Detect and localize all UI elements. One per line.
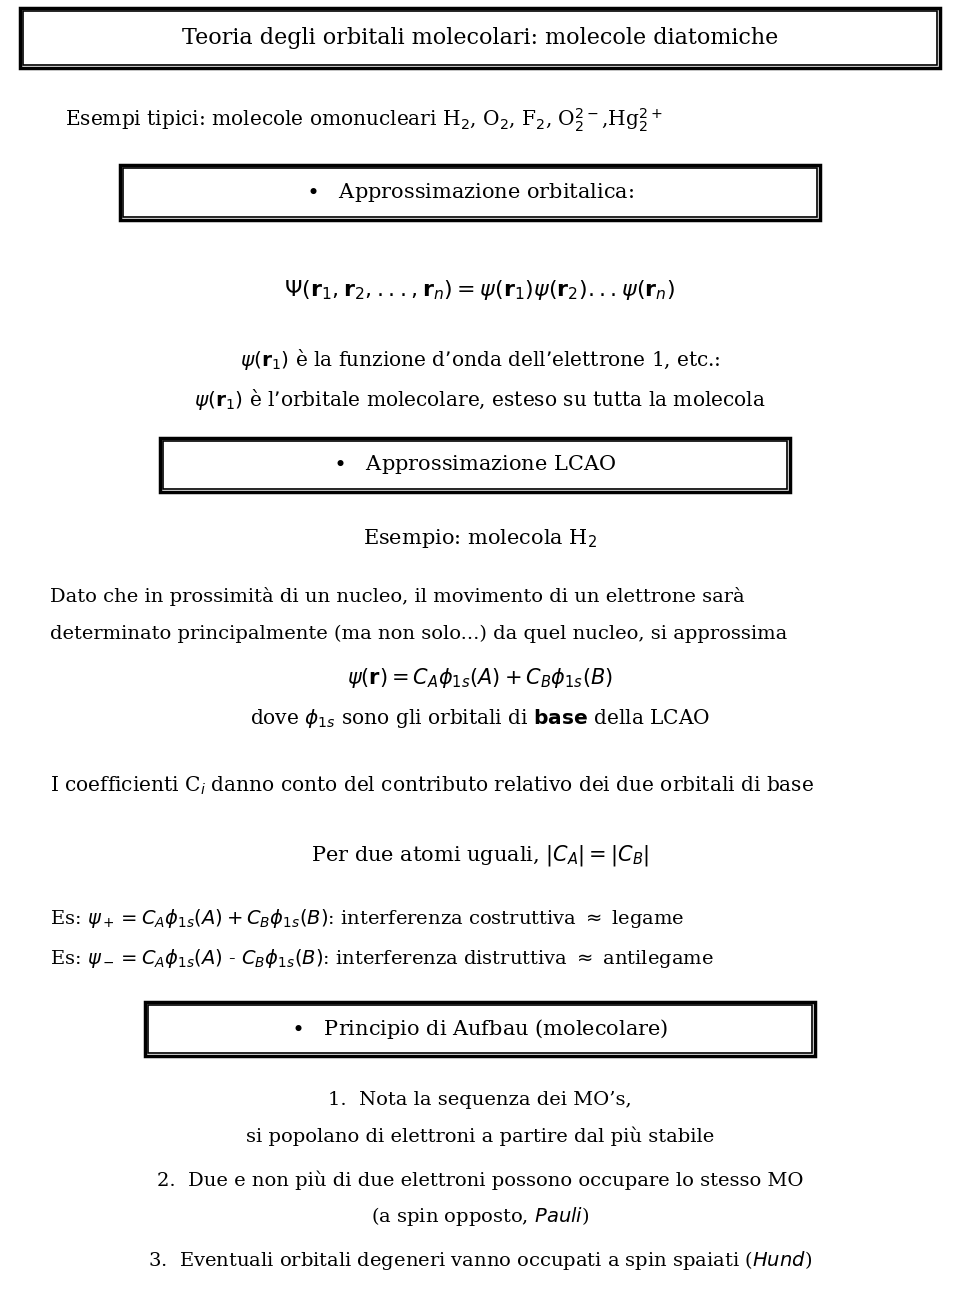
Text: 3.  Eventuali orbitali degeneri vanno occupati a spin spaiati ($\it{Hund}$): 3. Eventuali orbitali degeneri vanno occ… — [148, 1249, 812, 1271]
Text: Es: $\psi_- = C_A\phi_{1s}(A)$ - $C_B\phi_{1s}(B)$: interferenza distruttiva $\a: Es: $\psi_- = C_A\phi_{1s}(A)$ - $C_B\ph… — [50, 947, 713, 969]
Text: $\psi(\mathbf{r}_1)$ è la funzione d’onda dell’elettrone 1, etc.:: $\psi(\mathbf{r}_1)$ è la funzione d’ond… — [240, 348, 720, 373]
Text: $\bullet$   Principio di Aufbau (molecolare): $\bullet$ Principio di Aufbau (molecolar… — [291, 1018, 669, 1041]
Bar — [148, 1005, 812, 1053]
Text: $\psi(\mathbf{r}) = C_A\phi_{1s}(A) + C_B\phi_{1s}(B)$: $\psi(\mathbf{r}) = C_A\phi_{1s}(A) + C_… — [347, 666, 613, 691]
Text: $\psi(\mathbf{r}_1)$ è l’orbitale molecolare, esteso su tutta la molecola: $\psi(\mathbf{r}_1)$ è l’orbitale moleco… — [194, 387, 766, 412]
Text: Esempio: molecola H$_2$: Esempio: molecola H$_2$ — [363, 527, 597, 549]
Bar — [20, 8, 940, 68]
Text: I coefficienti C$_i$ danno conto del contributo relativo dei due orbitali di bas: I coefficienti C$_i$ danno conto del con… — [50, 774, 814, 797]
Bar — [120, 165, 820, 220]
Bar — [145, 1002, 815, 1056]
Bar — [123, 167, 817, 217]
Text: Dato che in prossimità di un nucleo, il movimento di un elettrone sarà: Dato che in prossimità di un nucleo, il … — [50, 586, 745, 606]
Text: Teoria degli orbitali molecolari: molecole diatomiche: Teoria degli orbitali molecolari: moleco… — [181, 27, 779, 48]
Bar — [23, 10, 937, 65]
Text: (a spin opposto, $\it{Pauli}$): (a spin opposto, $\it{Pauli}$) — [371, 1205, 589, 1227]
Text: $\Psi(\mathbf{r}_1,\mathbf{r}_2,...,\mathbf{r}_n) = \psi(\mathbf{r}_1)\psi(\math: $\Psi(\mathbf{r}_1,\mathbf{r}_2,...,\mat… — [284, 279, 676, 302]
Text: dove $\phi_{1s}$ sono gli orbitali di $\mathbf{base}$ della LCAO: dove $\phi_{1s}$ sono gli orbitali di $\… — [250, 706, 710, 730]
Text: determinato principalmente (ma non solo...) da quel nucleo, si approssima: determinato principalmente (ma non solo.… — [50, 625, 787, 644]
Text: 1.  Nota la sequenza dei MO’s,: 1. Nota la sequenza dei MO’s, — [328, 1091, 632, 1109]
Text: Es: $\psi_+ = C_A\phi_{1s}(A) + C_B\phi_{1s}(B)$: interferenza costruttiva $\app: Es: $\psi_+ = C_A\phi_{1s}(A) + C_B\phi_… — [50, 906, 684, 930]
Bar — [163, 441, 787, 489]
Text: $\bullet$   Approssimazione orbitalica:: $\bullet$ Approssimazione orbitalica: — [306, 181, 634, 204]
Bar — [160, 438, 790, 492]
Text: $\bullet$   Approssimazione LCAO: $\bullet$ Approssimazione LCAO — [333, 454, 616, 476]
Text: Per due atomi uguali, $|C_A| = |C_B|$: Per due atomi uguali, $|C_A| = |C_B|$ — [311, 844, 649, 869]
Text: si popolano di elettroni a partire dal più stabile: si popolano di elettroni a partire dal p… — [246, 1126, 714, 1146]
Text: 2.  Due e non più di due elettroni possono occupare lo stesso MO: 2. Due e non più di due elettroni posson… — [156, 1171, 804, 1190]
Text: Esempi tipici: molecole omonucleari H$_2$, O$_2$, F$_2$, O$_2^{2-}$,Hg$_2^{2+}$: Esempi tipici: molecole omonucleari H$_2… — [65, 106, 662, 133]
